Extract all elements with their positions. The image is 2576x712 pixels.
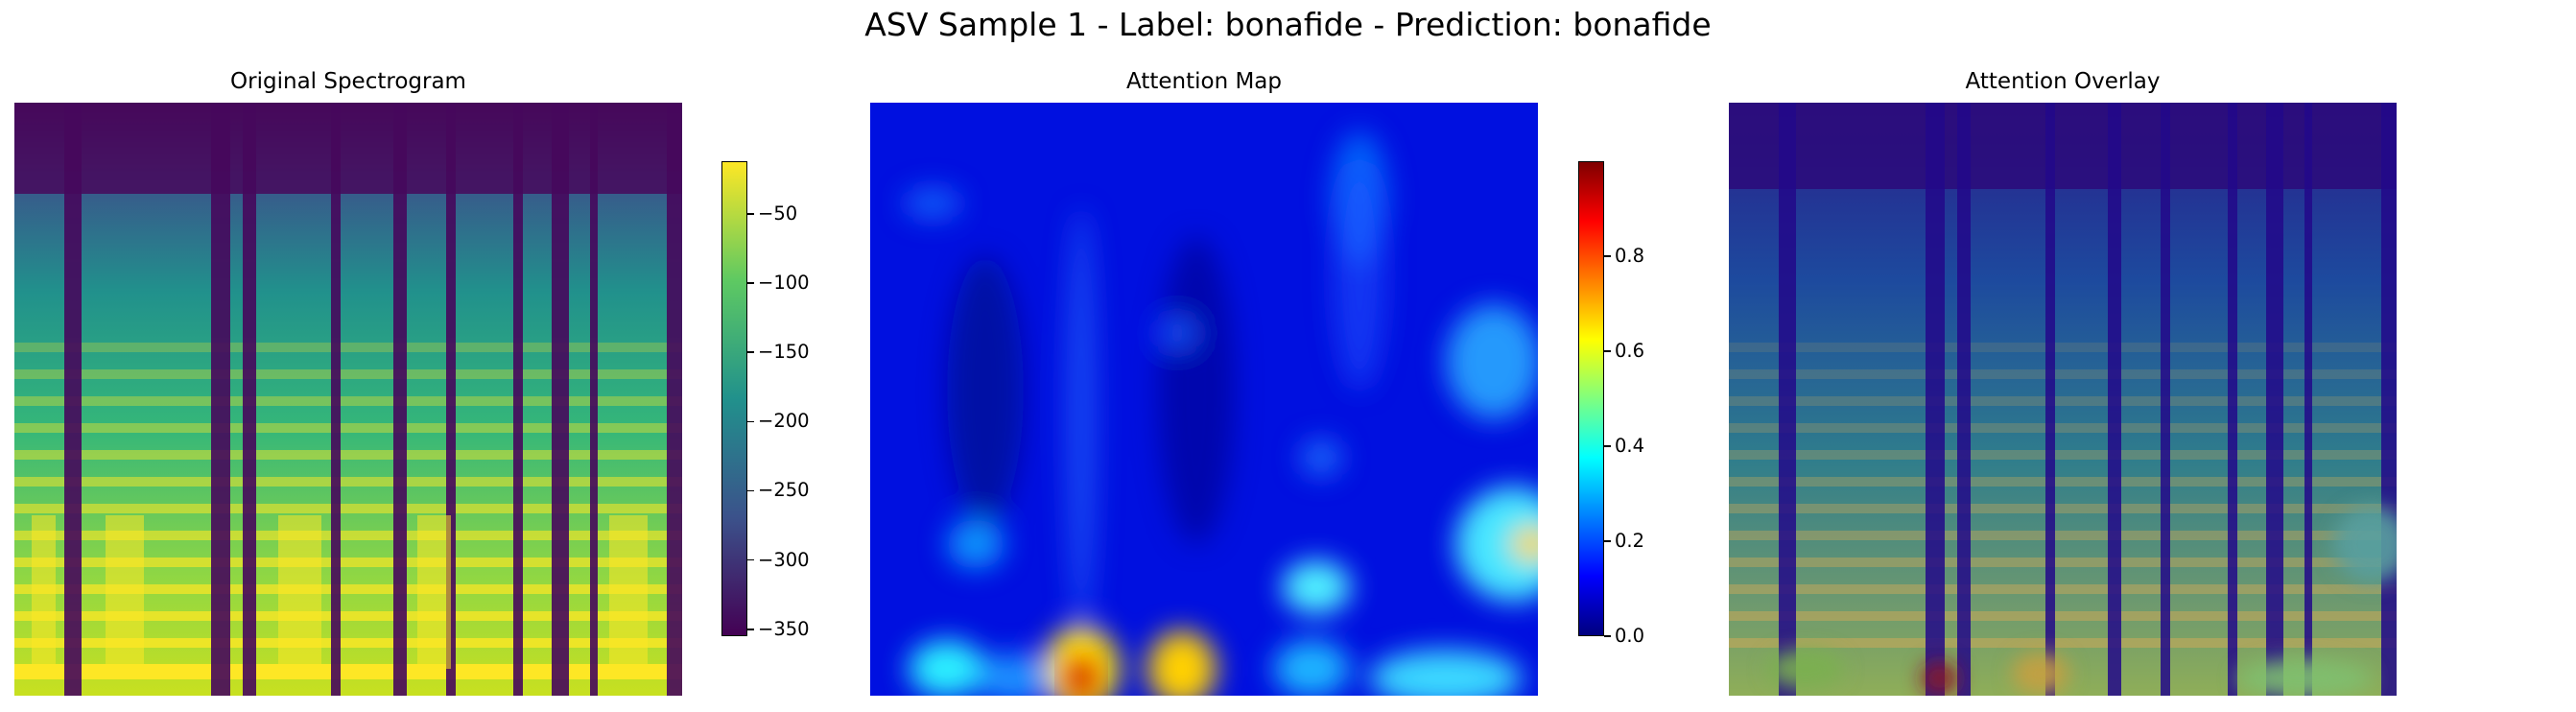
overlay-heatmap (1729, 103, 2397, 696)
attention-colorbar-tick-label: 0.0 (1615, 625, 1645, 647)
spectrogram-colorbar-tick-mark (747, 489, 754, 492)
spectrogram-colorbar-tick-mark (747, 213, 754, 215)
attention-colorbar-tick-label: 0.2 (1615, 530, 1645, 552)
attention-colorbar-tick-mark (1604, 445, 1611, 447)
spectrogram-colorbar-tick-mark (747, 558, 754, 561)
spectrogram-colorbar (721, 161, 747, 636)
spectrogram-heatmap (14, 103, 682, 696)
spectrogram-colorbar-tick-mark (747, 420, 754, 423)
spectrogram-colorbar-tick-label: −200 (758, 410, 810, 433)
spectrogram-colorbar-tick-label: −350 (758, 617, 810, 640)
attention-colorbar-tick-mark (1604, 540, 1611, 542)
panel-title-attention-map: Attention Map (1126, 69, 1282, 94)
spectrogram-colorbar-tick-label: −100 (758, 271, 810, 294)
spectrogram-colorbar-tick-mark (747, 629, 754, 630)
spectrogram-colorbar-tick-label: −50 (758, 202, 798, 225)
attention-colorbar-tick-label: 0.6 (1615, 340, 1645, 362)
attention-heatmap (870, 103, 1538, 696)
spectrogram-colorbar-tick-label: −250 (758, 479, 810, 502)
attention-colorbar-tick-mark (1604, 635, 1611, 637)
attention-colorbar (1578, 161, 1604, 636)
attention-colorbar-tick-label: 0.4 (1615, 435, 1645, 457)
attention-colorbar-tick-mark (1604, 255, 1611, 257)
spectrogram-colorbar-tick-mark (747, 351, 754, 353)
panel-title-spectrogram: Original Spectrogram (230, 69, 466, 94)
spectrogram-colorbar-tick-label: −300 (758, 548, 810, 571)
figure-title: ASV Sample 1 - Label: bonafide - Predict… (864, 6, 1712, 43)
panel-title-overlay: Attention Overlay (1965, 69, 2161, 94)
spectrogram-colorbar-tick-label: −150 (758, 341, 810, 364)
attention-colorbar-tick-mark (1604, 350, 1611, 352)
attention-colorbar-tick-label: 0.8 (1615, 245, 1645, 267)
spectrogram-colorbar-tick-mark (747, 282, 754, 284)
